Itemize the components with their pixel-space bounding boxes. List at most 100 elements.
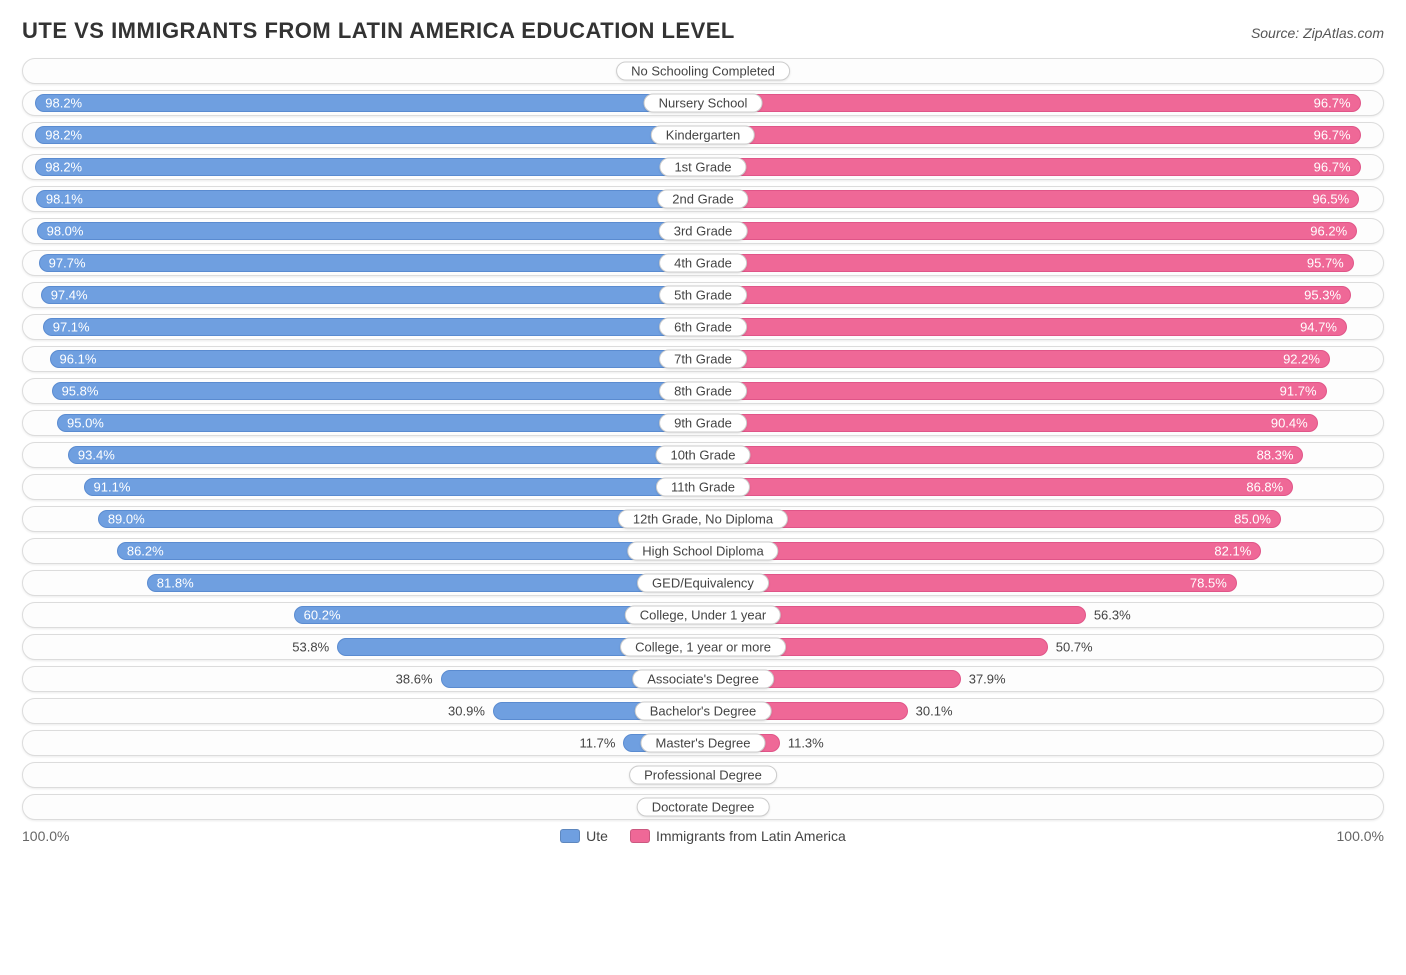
value-left: 11.7% <box>580 736 616 751</box>
value-right: 90.4% <box>1271 416 1308 431</box>
header: UTE VS IMMIGRANTS FROM LATIN AMERICA EDU… <box>22 18 1384 44</box>
chart-footer: 100.0% Ute Immigrants from Latin America… <box>22 828 1384 844</box>
chart-title: UTE VS IMMIGRANTS FROM LATIN AMERICA EDU… <box>22 18 735 44</box>
chart-row: 98.1%96.5%2nd Grade <box>22 186 1384 212</box>
chart-row: 2.3%3.3%No Schooling Completed <box>22 58 1384 84</box>
bar-right <box>703 254 1354 272</box>
chart-row: 98.0%96.2%3rd Grade <box>22 218 1384 244</box>
value-left: 98.2% <box>45 128 82 143</box>
category-label: 9th Grade <box>659 414 747 433</box>
legend-swatch-right <box>630 829 650 843</box>
chart-row: 95.0% 90.4% 9th Grade <box>22 410 1384 436</box>
bar-right <box>703 350 1330 368</box>
chart-row: 98.2% 96.7% Kindergarten <box>22 122 1384 148</box>
category-label: 11th Grade <box>656 478 750 497</box>
bar-left <box>57 414 703 432</box>
value-left: 96.1% <box>60 352 97 367</box>
category-label: College, Under 1 year <box>625 606 781 625</box>
legend-item-right: Immigrants from Latin America <box>630 828 846 844</box>
axis-left-max: 100.0% <box>22 828 69 844</box>
chart-row: 86.2%82.1%High School Diploma <box>22 538 1384 564</box>
chart-row: 98.2% 96.7% 1st Grade <box>22 154 1384 180</box>
bar-left <box>35 126 703 144</box>
value-right: 96.7% <box>1314 160 1351 175</box>
category-label: 3rd Grade <box>659 222 748 241</box>
bar-left <box>39 254 703 272</box>
category-label: Bachelor's Degree <box>635 702 772 721</box>
chart-row: 11.7%11.3%Master's Degree <box>22 730 1384 756</box>
value-left: 95.0% <box>67 416 104 431</box>
category-label: Kindergarten <box>651 126 755 145</box>
bar-right <box>703 222 1357 240</box>
value-left: 81.8% <box>157 576 194 591</box>
bar-left <box>98 510 703 528</box>
value-left: 98.2% <box>45 160 82 175</box>
bar-left <box>35 158 703 176</box>
value-right: 94.7% <box>1300 320 1337 335</box>
chart-row: 53.8%50.7%College, 1 year or more <box>22 634 1384 660</box>
category-label: Master's Degree <box>641 734 766 753</box>
value-right: 95.7% <box>1307 256 1344 271</box>
source-name: ZipAtlas.com <box>1303 25 1384 41</box>
category-label: 2nd Grade <box>657 190 748 209</box>
chart-row: 95.8%91.7%8th Grade <box>22 378 1384 404</box>
value-left: 98.2% <box>45 96 82 111</box>
chart-row: 98.2%96.7%Nursery School <box>22 90 1384 116</box>
bar-left <box>36 190 703 208</box>
bar-right <box>703 478 1293 496</box>
category-label: Nursery School <box>644 94 763 113</box>
value-left: 93.4% <box>78 448 115 463</box>
chart-row: 30.9% 30.1% Bachelor's Degree <box>22 698 1384 724</box>
value-left: 30.9% <box>448 704 485 719</box>
bar-right <box>703 318 1347 336</box>
category-label: 5th Grade <box>659 286 747 305</box>
value-left: 91.1% <box>94 480 131 495</box>
bar-left <box>68 446 703 464</box>
value-right: 92.2% <box>1283 352 1320 367</box>
chart-row: 2.0%1.3%Doctorate Degree <box>22 794 1384 820</box>
bar-right <box>703 126 1361 144</box>
value-left: 60.2% <box>304 608 341 623</box>
value-left: 38.6% <box>396 672 433 687</box>
category-label: 10th Grade <box>655 446 750 465</box>
bar-left <box>43 318 703 336</box>
legend-item-left: Ute <box>560 828 608 844</box>
chart-row: 97.7% 95.7% 4th Grade <box>22 250 1384 276</box>
value-right: 96.5% <box>1312 192 1349 207</box>
bar-left <box>41 286 703 304</box>
chart-row: 97.1%94.7%6th Grade <box>22 314 1384 340</box>
axis-right-max: 100.0% <box>1337 828 1384 844</box>
bar-left <box>84 478 703 496</box>
chart-row: 97.4% 95.3% 5th Grade <box>22 282 1384 308</box>
category-label: Doctorate Degree <box>637 798 770 817</box>
value-right: 96.2% <box>1310 224 1347 239</box>
category-label: GED/Equivalency <box>637 574 769 593</box>
value-right: 30.1% <box>916 704 953 719</box>
category-label: 4th Grade <box>659 254 747 273</box>
value-right: 91.7% <box>1280 384 1317 399</box>
category-label: 7th Grade <box>659 350 747 369</box>
category-label: 12th Grade, No Diploma <box>618 510 788 529</box>
value-left: 95.8% <box>62 384 99 399</box>
bar-left <box>147 574 703 592</box>
value-left: 97.7% <box>49 256 86 271</box>
bar-right <box>703 574 1237 592</box>
category-label: 1st Grade <box>659 158 746 177</box>
chart-row: 93.4% 88.3% 10th Grade <box>22 442 1384 468</box>
bar-left <box>50 350 703 368</box>
value-right: 96.7% <box>1314 128 1351 143</box>
chart-row: 89.0%85.0%12th Grade, No Diploma <box>22 506 1384 532</box>
legend-label-right: Immigrants from Latin America <box>656 828 846 844</box>
value-right: 88.3% <box>1257 448 1294 463</box>
bar-left <box>37 222 703 240</box>
source-prefix: Source: <box>1251 25 1303 41</box>
value-right: 50.7% <box>1056 640 1093 655</box>
source-attribution: Source: ZipAtlas.com <box>1251 25 1384 41</box>
value-left: 89.0% <box>108 512 145 527</box>
value-left: 97.4% <box>51 288 88 303</box>
legend-label-left: Ute <box>586 828 608 844</box>
bar-right <box>703 286 1351 304</box>
category-label: High School Diploma <box>627 542 778 561</box>
chart-rows: 2.3%3.3%No Schooling Completed98.2%96.7%… <box>22 58 1384 820</box>
value-right: 95.3% <box>1304 288 1341 303</box>
